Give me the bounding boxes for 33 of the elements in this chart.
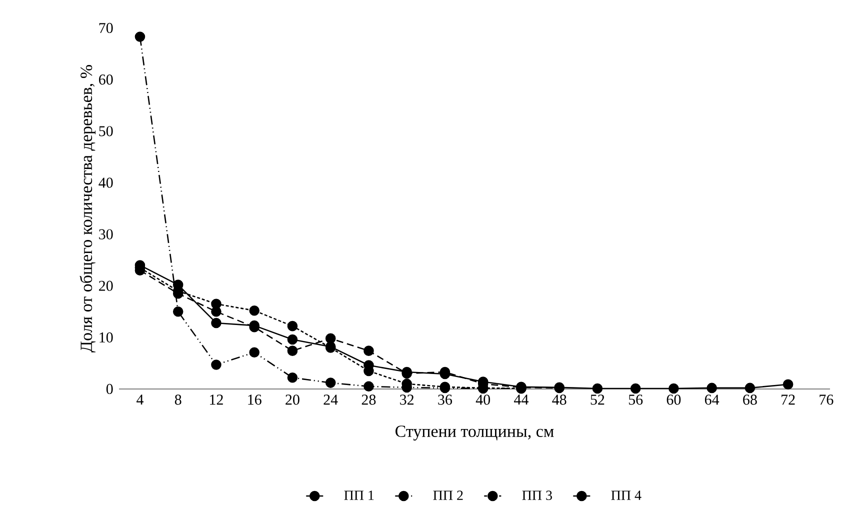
legend-label: ПП 4 — [611, 490, 642, 500]
x-tick-label: 28 — [362, 394, 376, 405]
x-tick-label: 48 — [552, 394, 566, 405]
legend-label: ПП 1 — [344, 490, 374, 500]
y-tick-label: 50 — [99, 126, 113, 136]
y-tick-label: 0 — [106, 384, 113, 394]
x-tick-label: 64 — [704, 394, 720, 405]
x-tick-label: 8 — [174, 394, 182, 405]
x-tick-label: 60 — [666, 394, 681, 405]
x-tick-label: 44 — [514, 394, 528, 405]
y-axis-title: Доля от общего количества деревьев, % — [80, 65, 96, 352]
y-tick-label: 40 — [98, 178, 113, 188]
y-tick-label: 10 — [100, 332, 113, 342]
y-tick-label: 60 — [99, 74, 113, 85]
x-tick-label: 24 — [324, 394, 338, 405]
x-tick-label: 52 — [590, 394, 604, 405]
x-tick-label: 68 — [743, 394, 757, 405]
legend-label: ПП 2 — [433, 490, 463, 500]
legend-label: ПП 3 — [522, 490, 552, 500]
x-tick-label: 4 — [136, 394, 144, 405]
x-tick-label: 40 — [476, 394, 490, 405]
y-tick-label: 20 — [99, 280, 113, 291]
y-tick-label: 70 — [99, 22, 113, 34]
x-axis-title: Ступени толщины, см — [396, 426, 554, 441]
y-tick-label: 30 — [99, 229, 113, 240]
x-tick-label: 12 — [210, 394, 223, 405]
x-tick-label: 20 — [286, 394, 300, 405]
x-tick-label: 76 — [820, 394, 834, 405]
x-tick-label: 56 — [628, 394, 643, 405]
x-tick-label: 16 — [248, 394, 262, 405]
x-tick-label: 72 — [782, 394, 795, 405]
x-tick-label: 36 — [438, 394, 452, 405]
x-tick-label: 32 — [400, 394, 414, 405]
